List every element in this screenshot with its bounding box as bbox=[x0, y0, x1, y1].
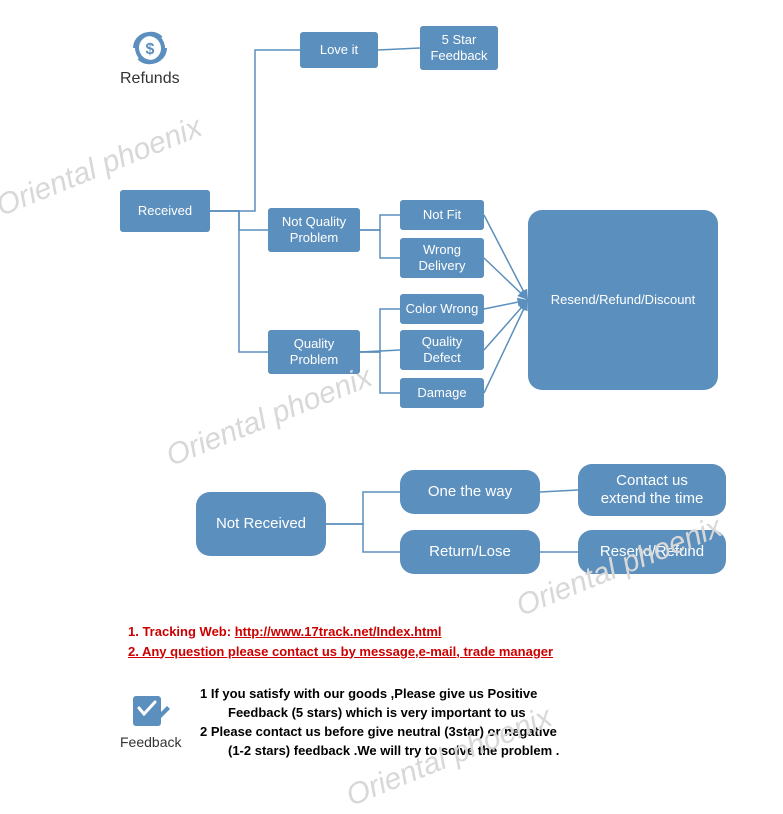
feedback-text: 1 If you satisfy with our goods ,Please … bbox=[200, 685, 670, 760]
node-resendrefund: Resend/Refund bbox=[578, 530, 726, 574]
watermark: Oriental phoenix bbox=[162, 360, 377, 473]
node-loveit: Love it bbox=[300, 32, 378, 68]
node-returnlose: Return/Lose bbox=[400, 530, 540, 574]
refunds-label: Refunds bbox=[120, 70, 180, 88]
refund-icon: $ bbox=[127, 30, 173, 66]
feedback-icon-block: Feedback bbox=[120, 690, 181, 750]
svg-text:$: $ bbox=[145, 41, 154, 58]
tracking-link[interactable]: http://www.17track.net/Index.html bbox=[235, 624, 442, 639]
node-colorwrong: Color Wrong bbox=[400, 294, 484, 324]
feedback-icon bbox=[129, 690, 173, 730]
node-resend: Resend/Refund/Discount bbox=[528, 210, 718, 390]
node-qp: QualityProblem bbox=[268, 330, 360, 374]
footnote-2: 2. Any question please contact us by mes… bbox=[128, 642, 553, 662]
footnotes: 1. Tracking Web: http://www.17track.net/… bbox=[128, 622, 553, 661]
node-damage: Damage bbox=[400, 378, 484, 408]
node-received: Received bbox=[120, 190, 210, 232]
node-oneway: One the way bbox=[400, 470, 540, 514]
node-notfit: Not Fit bbox=[400, 200, 484, 230]
node-qdefect: QualityDefect bbox=[400, 330, 484, 370]
refunds-icon-block: $ Refunds bbox=[120, 30, 180, 88]
footnote-1: 1. Tracking Web: http://www.17track.net/… bbox=[128, 622, 553, 642]
node-wrongdel: WrongDelivery bbox=[400, 238, 484, 278]
node-notreceived: Not Received bbox=[196, 492, 326, 556]
node-fivestar: 5 StarFeedback bbox=[420, 26, 498, 70]
node-nqp: Not QualityProblem bbox=[268, 208, 360, 252]
feedback-label: Feedback bbox=[120, 734, 181, 750]
node-contactus: Contact usextend the time bbox=[578, 464, 726, 516]
